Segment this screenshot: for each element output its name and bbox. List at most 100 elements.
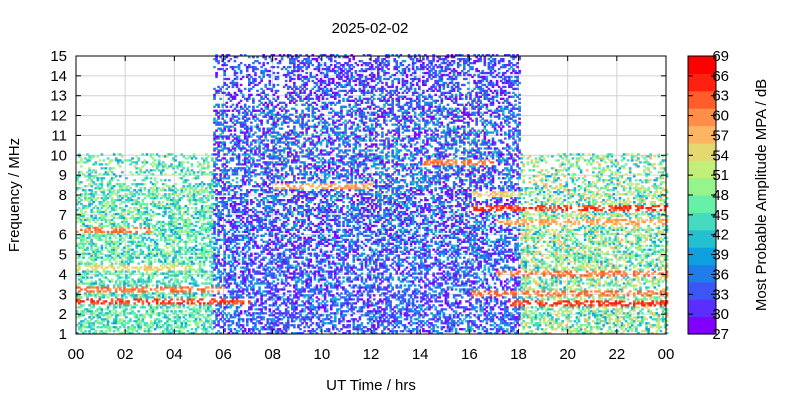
heatmap-cell [114, 242, 118, 245]
heatmap-cell [213, 248, 216, 251]
heatmap-cell [254, 318, 257, 321]
heatmap-cell [131, 290, 134, 293]
heatmap-cell [223, 298, 227, 301]
heatmap-cell [149, 202, 153, 206]
heatmap-cell [141, 300, 145, 303]
heatmap-cell [82, 222, 85, 226]
heatmap-cell [170, 298, 173, 301]
heatmap-cell [205, 256, 208, 259]
heatmap-cell [229, 224, 233, 228]
heatmap-cell [88, 204, 91, 208]
heatmap-cell [213, 222, 216, 226]
heatmap-cell [262, 54, 265, 57]
heatmap-cell [250, 129, 253, 132]
heatmap-cell [139, 204, 143, 208]
heatmap-cell [233, 127, 237, 130]
heatmap-cell [82, 256, 85, 259]
heatmap-cell [135, 200, 138, 204]
heatmap-cell [98, 163, 102, 166]
heatmap-cell [96, 238, 100, 241]
heatmap-cell [250, 65, 253, 69]
heatmap-cell [178, 212, 181, 216]
heatmap-cell [90, 236, 93, 239]
heatmap-cell [139, 202, 143, 206]
heatmap-cell [147, 332, 151, 335]
heatmap-cell [205, 308, 208, 311]
heatmap-cell [123, 294, 126, 297]
heatmap-cell [241, 290, 245, 293]
heatmap-cell [264, 181, 267, 184]
heatmap-cell [80, 304, 83, 307]
heatmap-cell [243, 284, 247, 287]
heatmap-cell [164, 254, 167, 257]
heatmap-cell [268, 328, 272, 331]
heatmap-cell [260, 183, 263, 186]
heatmap-cell [137, 298, 141, 301]
heatmap-cell [121, 264, 124, 267]
heatmap-cell [262, 306, 265, 309]
heatmap-cell [272, 139, 276, 142]
heatmap-cell [213, 109, 216, 112]
heatmap-cell [278, 318, 282, 321]
heatmap-cell [82, 232, 85, 236]
heatmap-cell [119, 326, 122, 329]
heatmap-cell [92, 312, 95, 315]
heatmap-cell [86, 276, 89, 279]
heatmap-cell [239, 89, 243, 93]
heatmap-cell [270, 292, 274, 295]
heatmap-cell [266, 73, 270, 77]
heatmap-cell [248, 135, 251, 138]
heatmap-cell [182, 181, 186, 184]
heatmap-cell [92, 290, 95, 293]
heatmap-cell [147, 284, 151, 287]
heatmap-cell [260, 101, 263, 104]
heatmap-cell [237, 208, 241, 212]
heatmap-cell [276, 161, 280, 164]
heatmap-cell [227, 274, 231, 277]
heatmap-cell [135, 244, 138, 247]
heatmap-cell [168, 185, 171, 188]
heatmap-cell [80, 314, 83, 317]
heatmap-cell [84, 191, 87, 194]
heatmap-cell [207, 322, 210, 325]
heatmap-cell [207, 228, 210, 232]
heatmap-cell [245, 230, 249, 234]
heatmap-cell [254, 326, 257, 329]
heatmap-cell [172, 222, 175, 226]
heatmap-cell [145, 326, 149, 329]
heatmap-cell [182, 222, 186, 226]
heatmap-cell [159, 254, 163, 257]
heatmap-cell [260, 193, 263, 196]
heatmap-cell [211, 195, 214, 198]
heatmap-cell [211, 236, 214, 239]
heatmap-cell [262, 191, 265, 194]
heatmap-cell [88, 294, 91, 297]
heatmap-cell [121, 210, 124, 214]
heatmap-cell [98, 159, 102, 162]
heatmap-cell [166, 284, 169, 287]
heatmap-cell [276, 131, 280, 134]
heatmap-cell [82, 312, 85, 315]
heatmap-cell [153, 260, 157, 263]
heatmap-cell [231, 322, 235, 325]
heatmap-cell [170, 198, 173, 202]
heatmap-cell [119, 260, 122, 263]
heatmap-cell [225, 214, 229, 218]
heatmap-cell [94, 286, 98, 289]
heatmap-cell [80, 165, 83, 168]
heatmap-cell [168, 195, 171, 198]
heatmap-cell [211, 276, 214, 279]
heatmap-cell [182, 262, 186, 265]
heatmap-cell [276, 103, 280, 106]
heatmap-cell [135, 230, 138, 234]
heatmap-cell [106, 312, 110, 315]
heatmap-cell [90, 286, 93, 289]
heatmap-cell [162, 308, 165, 311]
heatmap-cell [145, 175, 149, 178]
heatmap-cell [241, 121, 245, 124]
heatmap-cell [270, 234, 274, 238]
heatmap-cell [186, 292, 190, 295]
heatmap-cell [221, 163, 224, 166]
heatmap-cell [106, 306, 110, 309]
heatmap-cell [82, 218, 85, 222]
